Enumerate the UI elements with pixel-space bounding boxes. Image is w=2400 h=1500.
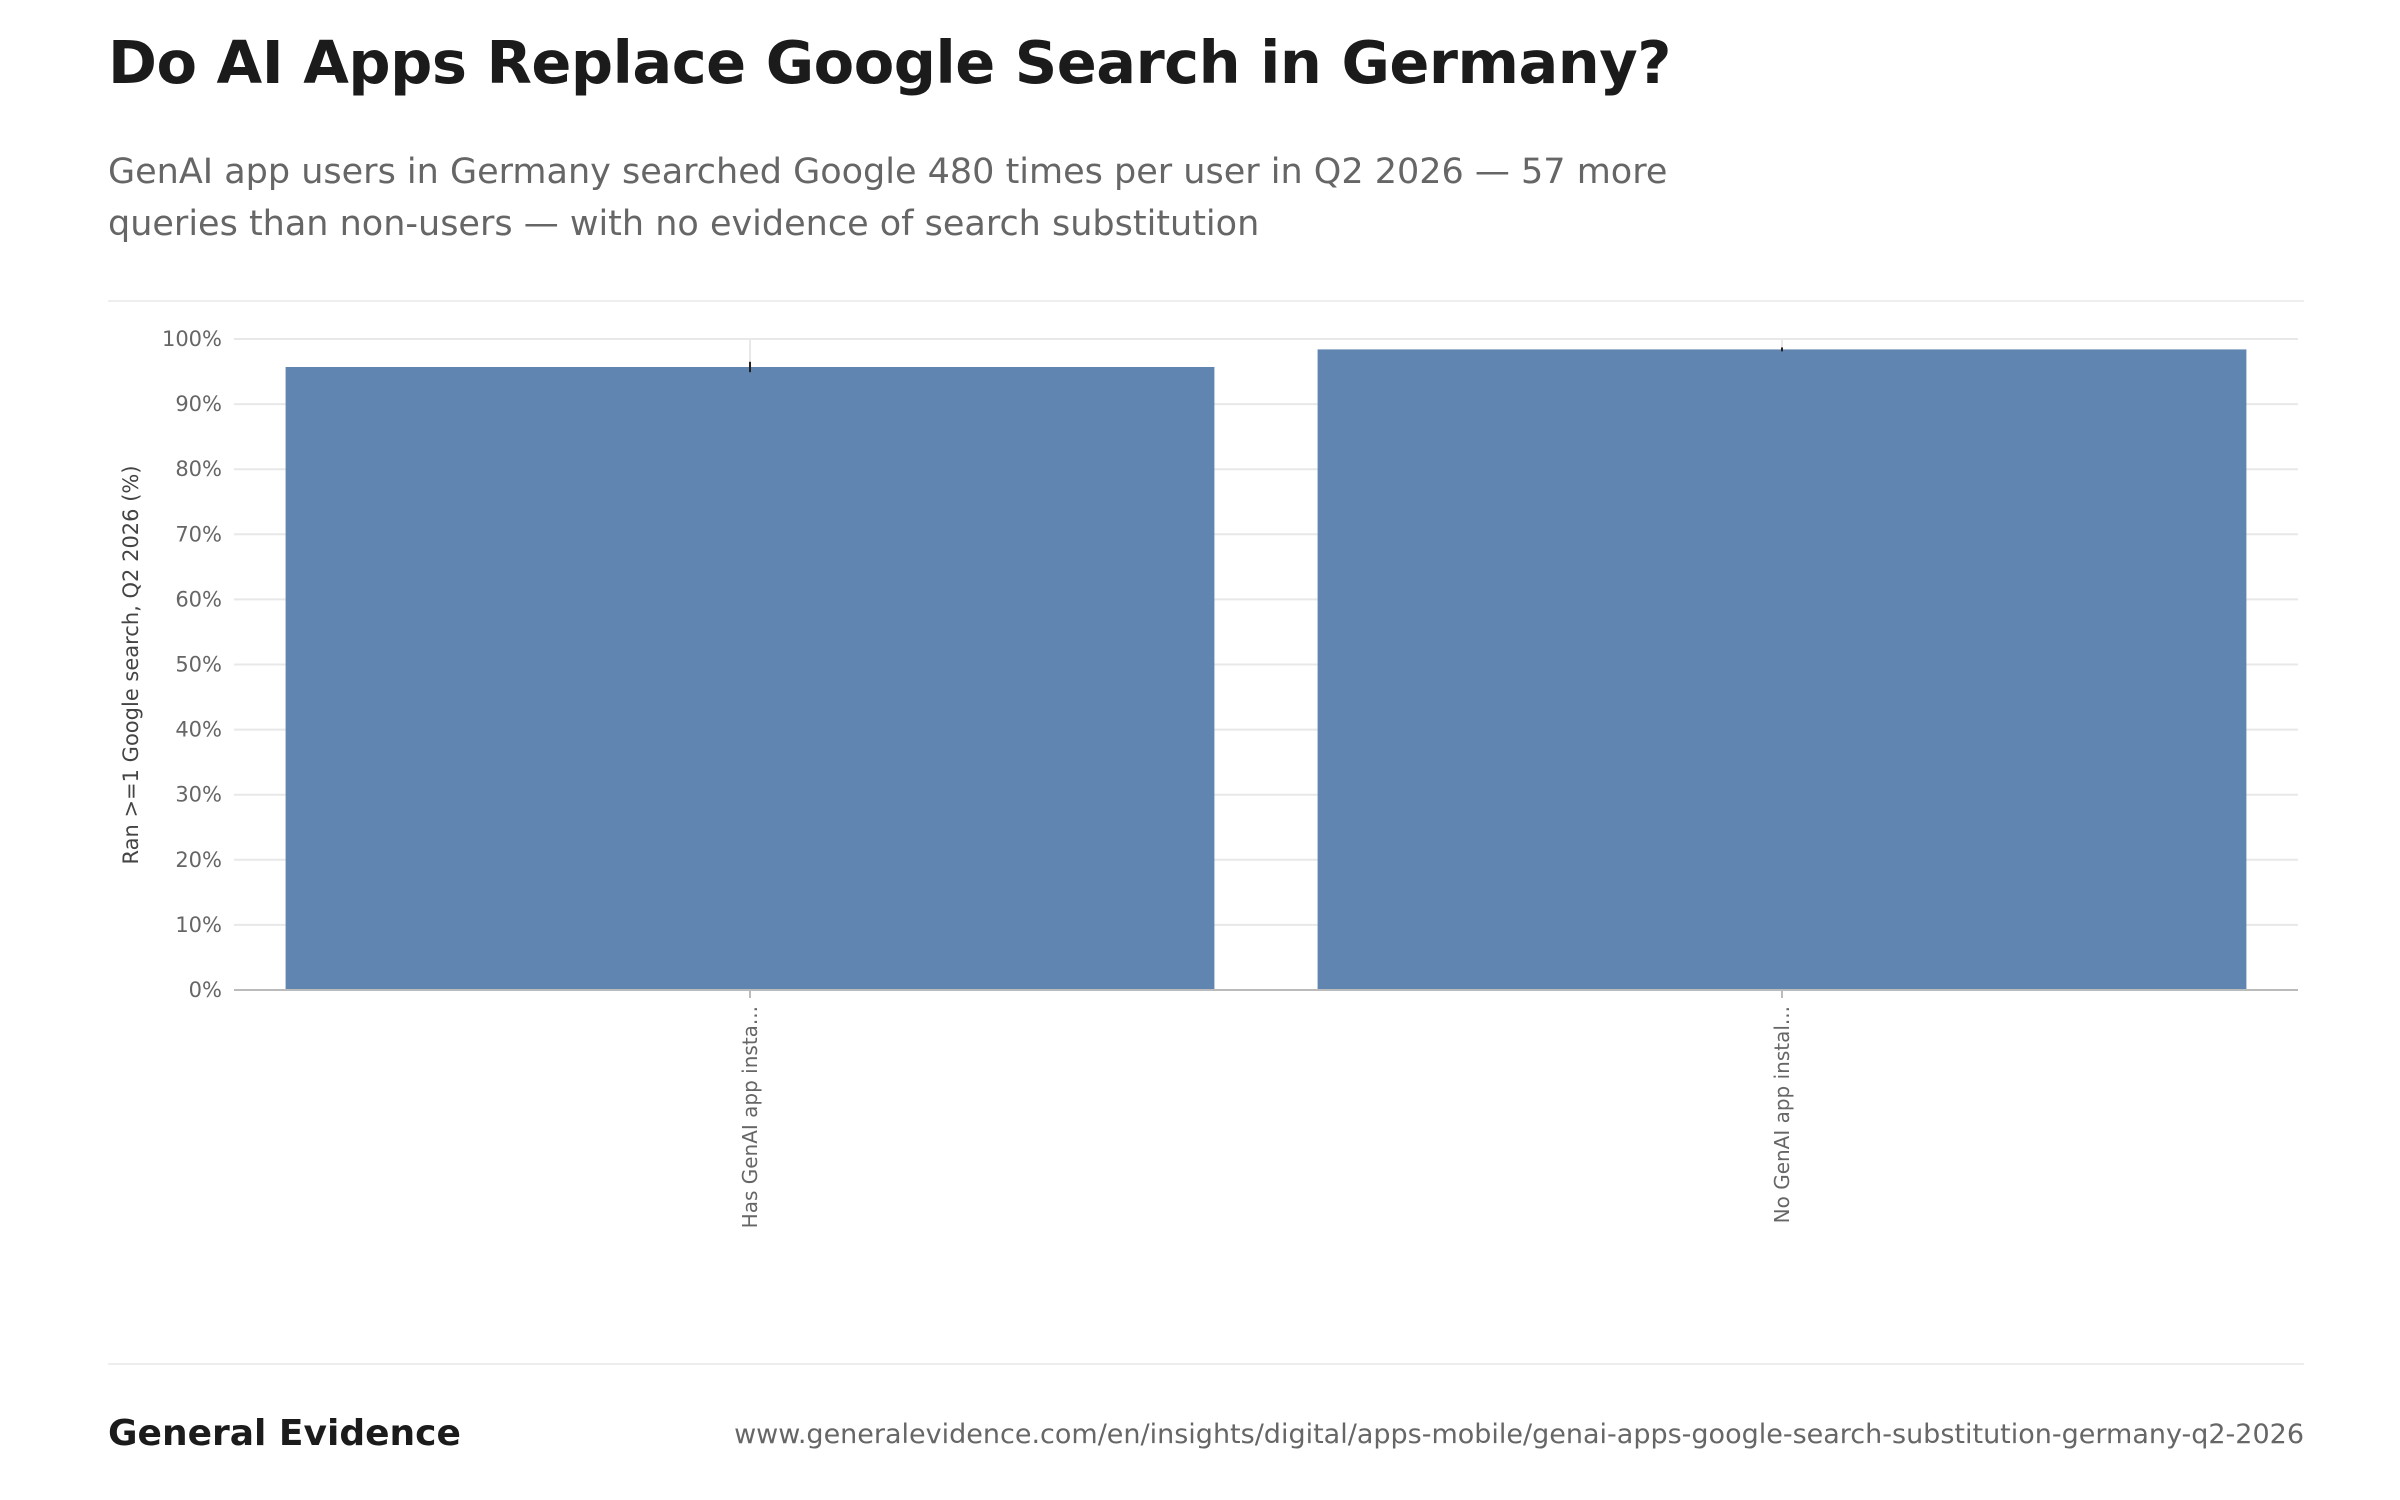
x-tick-label: No GenAI app instal... bbox=[1770, 1006, 1794, 1223]
y-tick-label: 40% bbox=[175, 718, 222, 742]
y-tick-label: 100% bbox=[162, 327, 222, 351]
y-tick-labels: 0% 10% 20% 30% 40% 50% 60% 70% 80% 90% 100% bbox=[162, 327, 222, 1002]
y-tick-label: 70% bbox=[175, 522, 222, 546]
bar bbox=[1317, 349, 2247, 990]
x-tick-label: Has GenAI app insta... bbox=[738, 1006, 762, 1228]
bottom-divider bbox=[108, 1363, 2304, 1365]
chart-subtitle: GenAI app users in Germany searched Goog… bbox=[108, 152, 1668, 244]
bars bbox=[285, 349, 2247, 990]
error-bars bbox=[749, 347, 1783, 373]
y-tick-label: 30% bbox=[175, 783, 222, 807]
y-tick-label: 10% bbox=[175, 913, 222, 937]
bar bbox=[285, 366, 1215, 990]
y-tick-label: 90% bbox=[175, 392, 222, 416]
y-tick-label: 60% bbox=[175, 587, 222, 611]
y-tick-label: 20% bbox=[175, 848, 222, 872]
y-tick-label: 0% bbox=[189, 978, 222, 1002]
axes bbox=[234, 989, 2298, 998]
chart-title: Do AI Apps Replace Google Search in Germ… bbox=[108, 28, 1671, 97]
y-axis-label: Ran >=1 Google search, Q2 2026 (%) bbox=[119, 465, 143, 864]
brand-name: General Evidence bbox=[108, 1413, 461, 1454]
y-tick-label: 80% bbox=[175, 457, 222, 481]
y-tick-label: 50% bbox=[175, 653, 222, 677]
x-tick-labels: Has GenAI app insta... No GenAI app insta… bbox=[738, 1006, 1794, 1228]
source-url: www.generalevidence.com/en/insights/digi… bbox=[734, 1419, 2304, 1450]
top-divider bbox=[108, 300, 2304, 302]
